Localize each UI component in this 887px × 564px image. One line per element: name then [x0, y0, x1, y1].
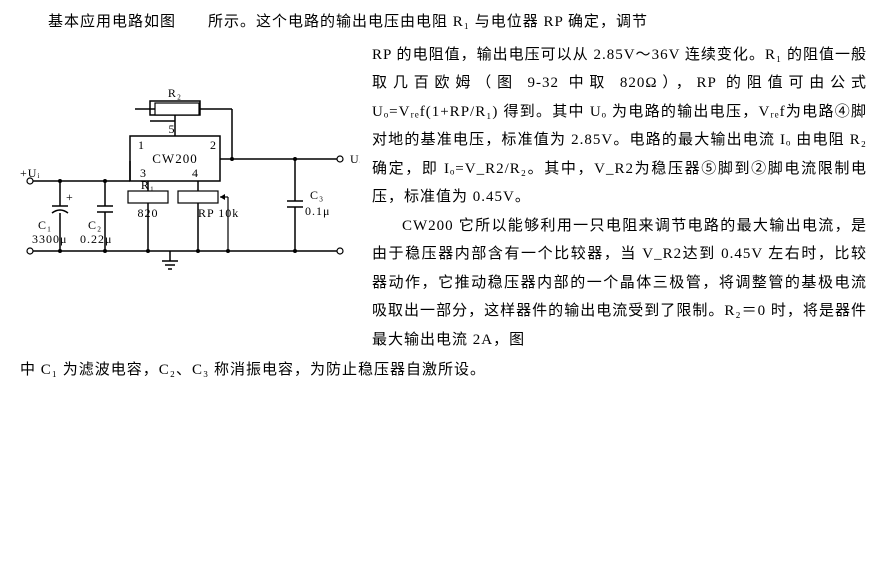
top-line: 基本应用电路如图 所示。这个电路的输出电压由电阻 R₁ 与电位器 RP 确定，调…	[20, 8, 867, 37]
paragraph-1: RP 的电阻值，输出电压可以从 2.85V～36V 连续变化。R₁ 的阻值一般取…	[372, 41, 867, 212]
text-column: RP 的电阻值，输出电压可以从 2.85V～36V 连续变化。R₁ 的阻值一般取…	[372, 41, 867, 355]
svg-text:RP 10k: RP 10k	[198, 206, 239, 220]
svg-text:4: 4	[192, 166, 199, 180]
svg-text:R₁: R₁	[141, 178, 155, 192]
svg-text:R₂: R₂	[168, 86, 182, 100]
svg-text:1: 1	[138, 138, 145, 152]
svg-text:0.1μ: 0.1μ	[305, 204, 330, 218]
svg-text:+: +	[66, 190, 74, 204]
circuit-diagram: CW200 1 2 3 4 5 R₂	[20, 81, 360, 281]
svg-text:C₁: C₁	[38, 218, 52, 232]
top-line-text: 基本应用电路如图 所示。这个电路的输出电压由电阻 R₁ 与电位器 RP 确定，调…	[48, 14, 648, 30]
diagram-column: CW200 1 2 3 4 5 R₂	[20, 41, 360, 355]
paragraph-2: CW200 它所以能够利用一只电阻来调节电路的最大输出电流，是由于稳压器内部含有…	[372, 212, 867, 355]
svg-text:Uₒ: Uₒ	[350, 152, 360, 166]
chip-label: CW200	[152, 151, 197, 166]
paragraph-3: 中 C₁ 为滤波电容，C₂、C₃ 称消振电容，为防止稳压器自激所设。	[20, 356, 867, 385]
svg-text:C₃: C₃	[310, 188, 324, 202]
content-row: CW200 1 2 3 4 5 R₂	[20, 41, 867, 355]
svg-text:0.22μ: 0.22μ	[80, 232, 112, 246]
svg-text:C₂: C₂	[88, 218, 102, 232]
svg-text:2: 2	[210, 138, 217, 152]
svg-text:3300μ: 3300μ	[32, 232, 67, 246]
svg-text:820: 820	[138, 206, 159, 220]
